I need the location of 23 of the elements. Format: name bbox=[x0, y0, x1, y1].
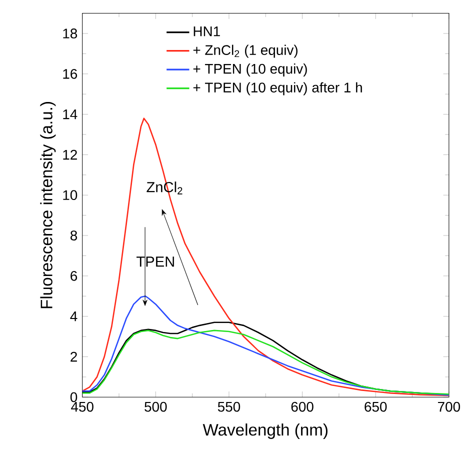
legend-label: + TPEN (10 equiv) bbox=[193, 64, 307, 77]
x-axis-title: Wavelength (nm) bbox=[202, 424, 328, 440]
y-tick-label: 8 bbox=[70, 230, 78, 241]
y-tick-label: 6 bbox=[70, 271, 78, 282]
y-tick-label: 14 bbox=[63, 110, 78, 120]
x-tick-label: 500 bbox=[144, 402, 167, 412]
line-series bbox=[82, 118, 449, 396]
legend-label: HN1 bbox=[194, 26, 220, 36]
y-tick-label: 10 bbox=[63, 190, 78, 200]
legend-label: + ZnCl$_{2}$ (1 equiv) bbox=[193, 44, 298, 58]
legend-label: + TPEN (10 equiv) after 1 h bbox=[193, 82, 362, 96]
y-tick-label: 2 bbox=[70, 352, 77, 362]
x-tick-label: 450 bbox=[71, 402, 94, 412]
x-tick-label: 550 bbox=[218, 402, 240, 412]
y-axis-title: Fluorescence intensity (a.u.) bbox=[40, 102, 56, 308]
y-tick-label: 16 bbox=[63, 69, 78, 80]
y-tick-label: 12 bbox=[63, 150, 77, 160]
x-tick-label: 600 bbox=[291, 402, 314, 412]
x-tick-label: 650 bbox=[364, 402, 387, 412]
x-tick-label: 700 bbox=[438, 402, 460, 412]
y-tick-label: 18 bbox=[63, 28, 78, 39]
y-tick-label: 0 bbox=[70, 392, 78, 402]
y-tick-label: 4 bbox=[70, 312, 78, 322]
